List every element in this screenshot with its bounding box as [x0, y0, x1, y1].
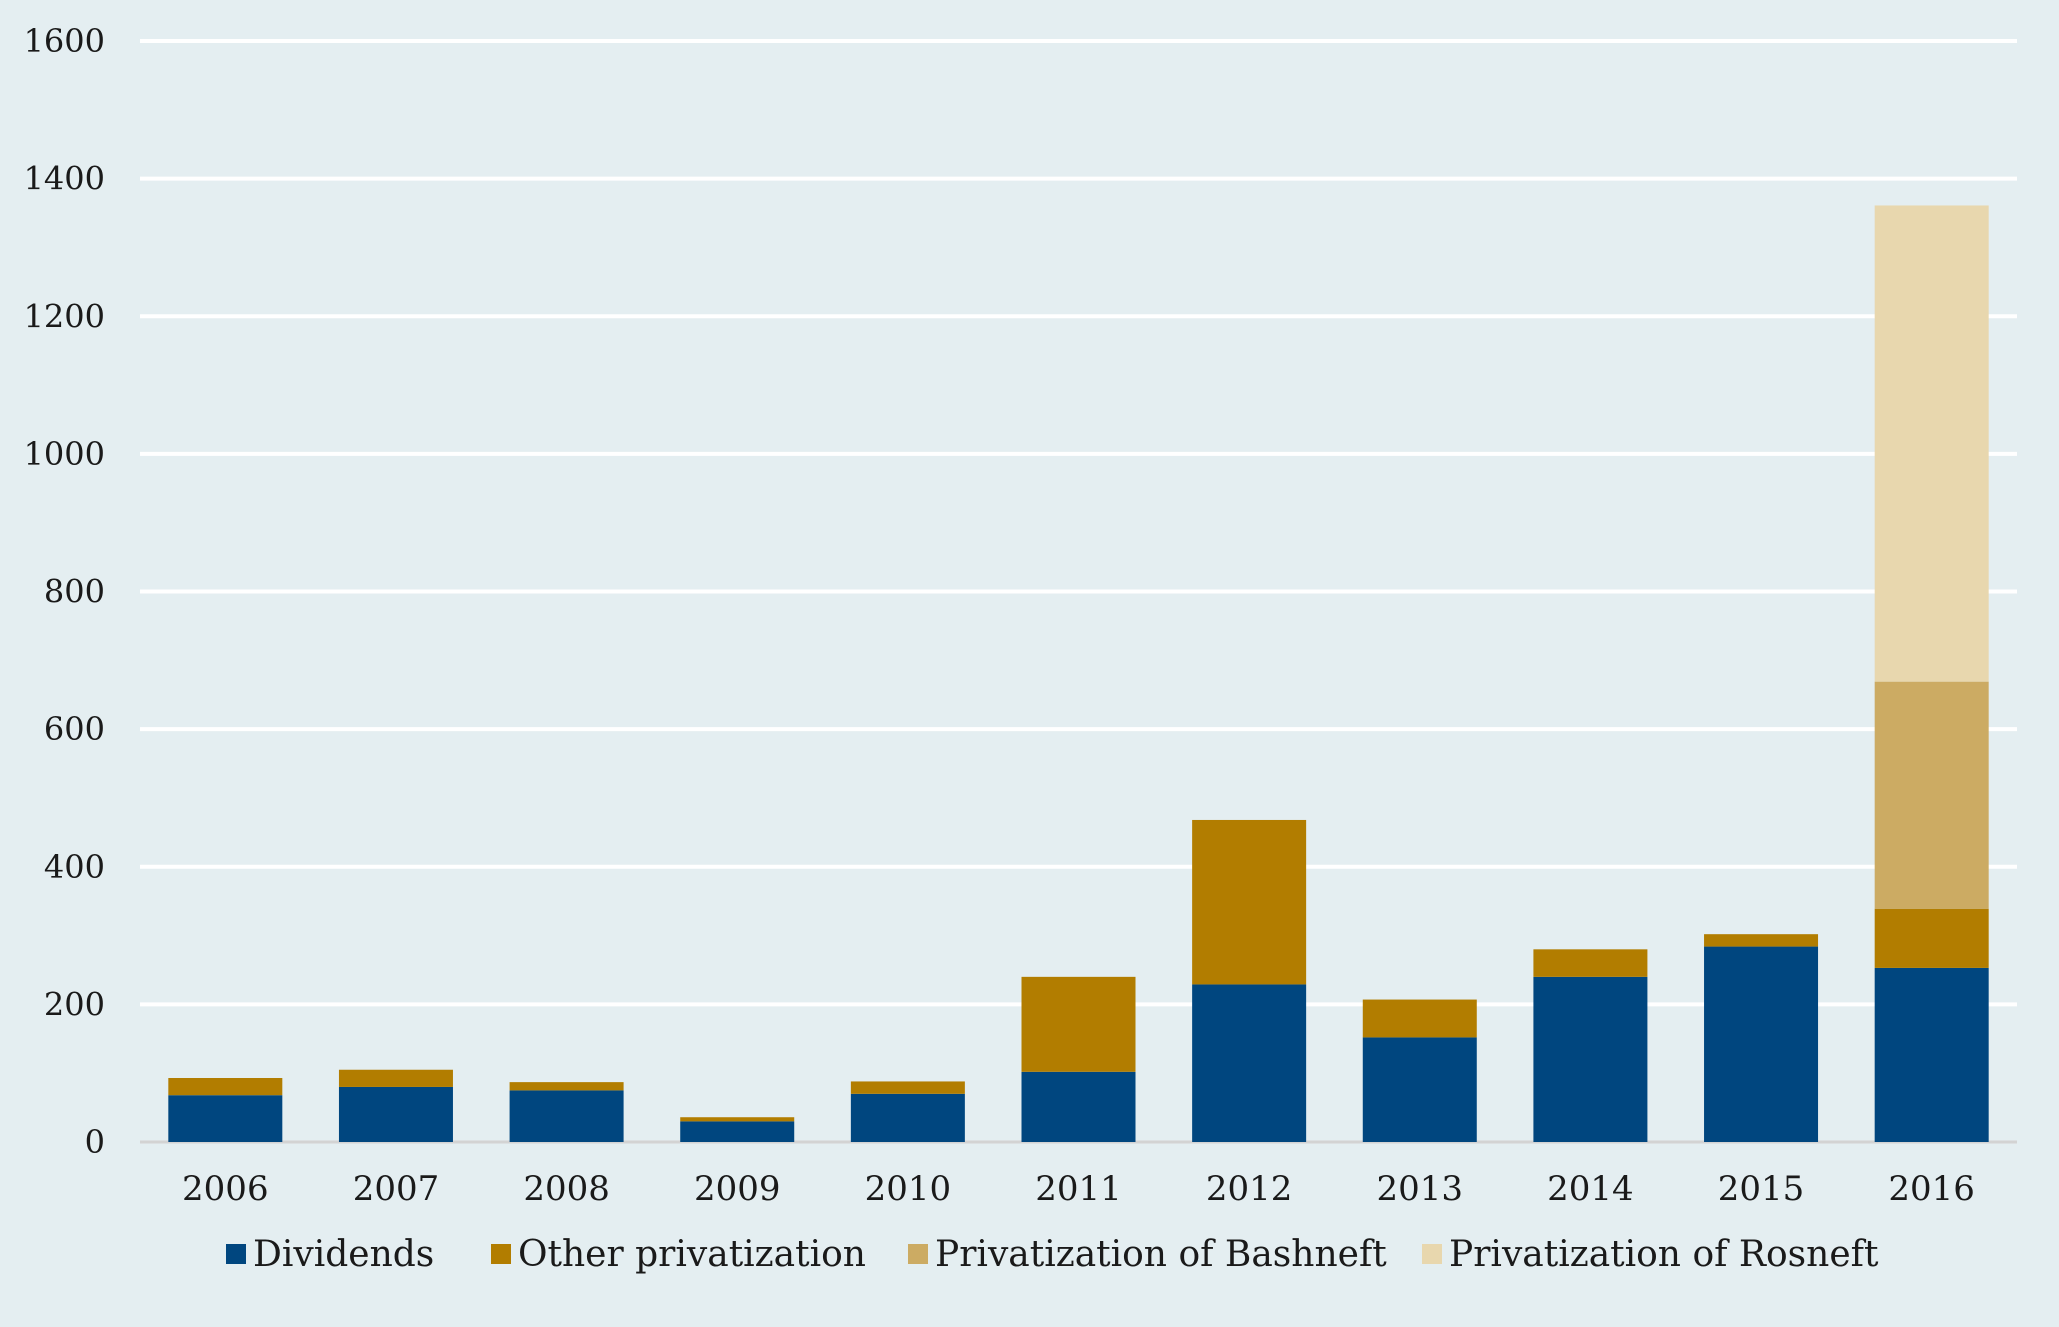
legend-label: Privatization of Rosneft [1449, 1234, 1879, 1275]
legend-swatch [908, 1244, 928, 1264]
legend-item: Privatization of Bashneft [908, 1234, 1387, 1275]
bar-dividends-2008 [509, 1090, 624, 1142]
y-tick-label: 800 [44, 573, 105, 611]
legend-item: Other privatization [491, 1234, 866, 1275]
y-tick-label: 0 [85, 1123, 105, 1161]
bar-dividends-2013 [1362, 1037, 1477, 1142]
bar-dividends-2011 [1021, 1071, 1136, 1142]
y-tick-label: 1200 [24, 297, 105, 335]
bar-other-privatization-2016 [1874, 908, 1989, 968]
bar-other-privatization-2015 [1704, 934, 1819, 947]
x-tick-label: 2008 [523, 1169, 610, 1209]
bar-other-privatization-2014 [1533, 949, 1648, 977]
bar-other-privatization-2007 [338, 1069, 453, 1087]
legend-item: Dividends [226, 1234, 434, 1275]
bar-privatization-of-bashneft-2016 [1874, 681, 1989, 909]
legend-swatch [226, 1244, 246, 1264]
x-tick-label: 2015 [1718, 1169, 1805, 1209]
bar-dividends-2015 [1704, 946, 1819, 1142]
bar-other-privatization-2013 [1362, 999, 1477, 1038]
y-tick-label: 1000 [24, 435, 105, 473]
bar-dividends-2009 [680, 1121, 795, 1142]
x-tick-label: 2010 [865, 1169, 952, 1209]
x-tick-label: 2014 [1547, 1169, 1634, 1209]
bar-dividends-2016 [1874, 967, 1989, 1142]
x-axis-ticks: 2006 2007 2008 2009 2010 2011 2012 2013 2014 2015… [182, 1169, 1975, 1209]
bar-other-privatization-2008 [509, 1082, 624, 1091]
bar-dividends-2006 [168, 1095, 283, 1142]
y-tick-label: 1600 [24, 22, 105, 60]
y-tick-label: 600 [44, 710, 105, 748]
gridlines [140, 39, 2017, 1144]
x-tick-label: 2011 [1035, 1169, 1122, 1209]
bar-other-privatization-2011 [1021, 976, 1136, 1072]
y-axis-ticks: 0 200 400 600 800 1000 1200 1400 1600 [24, 22, 105, 1161]
legend-item: Privatization of Rosneft [1422, 1234, 1879, 1275]
y-tick-label: 1400 [24, 160, 105, 198]
bar-dividends-2012 [1192, 984, 1307, 1142]
bar-other-privatization-2012 [1192, 819, 1307, 985]
x-tick-label: 2009 [694, 1169, 781, 1209]
bar-dividends-2014 [1533, 976, 1648, 1142]
bars [168, 205, 1989, 1142]
y-tick-label: 200 [44, 985, 105, 1023]
x-tick-label: 2016 [1888, 1169, 1975, 1209]
bar-other-privatization-2006 [168, 1078, 283, 1096]
x-tick-label: 2007 [353, 1169, 440, 1209]
bar-other-privatization-2010 [850, 1081, 965, 1094]
legend-label: Privatization of Bashneft [935, 1234, 1387, 1275]
x-tick-label: 2013 [1377, 1169, 1464, 1209]
legend-label: Dividends [253, 1234, 434, 1275]
legend-label: Other privatization [518, 1234, 866, 1275]
bar-dividends-2007 [338, 1086, 453, 1142]
x-tick-label: 2012 [1206, 1169, 1293, 1209]
legend: Dividends Other privatization Privatizatio… [226, 1234, 1879, 1275]
legend-swatch [491, 1244, 511, 1264]
legend-swatch [1422, 1244, 1442, 1264]
y-tick-label: 400 [44, 848, 105, 886]
bar-privatization-of-rosneft-2016 [1874, 205, 1989, 682]
x-tick-label: 2006 [182, 1169, 269, 1209]
bar-other-privatization-2009 [680, 1117, 795, 1122]
bar-dividends-2010 [850, 1093, 965, 1142]
